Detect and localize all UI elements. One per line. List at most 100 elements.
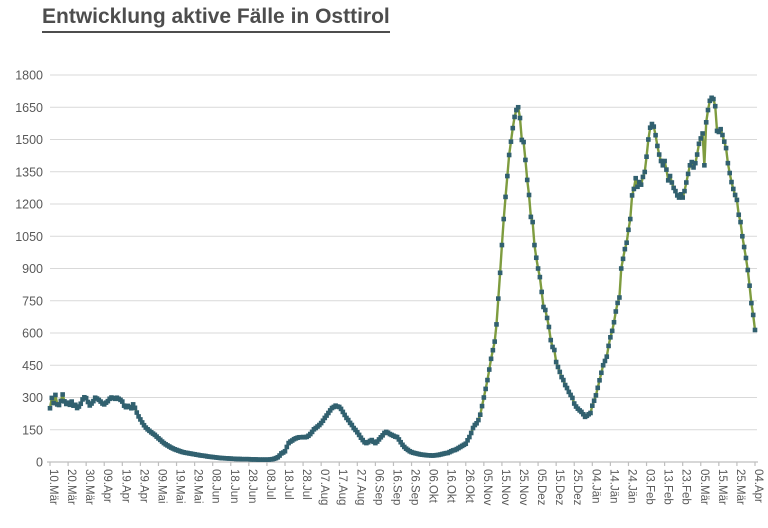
data-point-marker [729, 179, 734, 185]
x-tick-label: 26.Sep [409, 469, 421, 505]
x-tick-label: 08.Jun [210, 469, 222, 504]
data-point-marker [738, 219, 743, 225]
x-tick-label: 15.Dez [553, 469, 565, 506]
data-point-marker [526, 192, 532, 198]
data-point-marker [712, 103, 718, 109]
x-tick-label: 18.Jul [282, 469, 294, 500]
data-point-marker [703, 120, 709, 125]
x-tick-label: 18.Jun [228, 469, 240, 504]
data-point-marker [723, 145, 729, 151]
data-point-marker [474, 421, 479, 426]
x-tick-label: 07.Aug [318, 469, 330, 505]
data-point-marker [644, 154, 649, 159]
x-tick-label: 29.Apr [137, 469, 149, 503]
x-tick-label: 28.Jul [300, 469, 312, 500]
data-point-marker [716, 129, 722, 135]
y-tick-label: 600 [22, 327, 43, 341]
data-point-marker [749, 300, 754, 306]
data-point-marker [571, 401, 577, 406]
data-point-marker [67, 402, 73, 408]
data-point-marker [468, 430, 474, 436]
data-point-marker [691, 165, 696, 170]
data-point-marker [476, 417, 481, 423]
data-point-marker [651, 124, 657, 129]
data-point-marker [613, 309, 619, 314]
data-point-marker [680, 195, 685, 200]
x-tick-label: 17.Aug [336, 469, 348, 505]
data-point-marker [53, 392, 58, 398]
data-point-marker [606, 343, 611, 349]
x-axis-labels: 10.Mär 20.Mär 30.Mär 09.Apr 19.Apr 29.Apr 09.M… [47, 469, 764, 506]
data-point-marker [78, 401, 84, 407]
data-point-marker [561, 377, 566, 383]
data-point-marker [394, 434, 400, 440]
x-tick-label: 05.Dez [535, 469, 547, 506]
data-point-marker [626, 227, 631, 233]
data-point-marker [736, 212, 742, 218]
data-point-marker [557, 369, 563, 375]
data-point-marker [83, 395, 89, 401]
data-point-marker [700, 131, 705, 136]
x-tick-label: 06.Sep [372, 469, 384, 505]
data-point-marker [524, 177, 530, 183]
data-point-marker [693, 160, 698, 166]
data-point-marker [562, 382, 568, 388]
data-point-marker [566, 389, 572, 395]
data-point-marker [134, 410, 140, 415]
data-point-marker [642, 169, 648, 175]
x-tick-label: 04.Apr [752, 469, 764, 503]
data-point-marker [580, 411, 586, 417]
data-point-marker [120, 399, 125, 404]
data-point-marker [718, 126, 723, 132]
data-point-marker [647, 125, 653, 130]
y-tick-label: 150 [22, 423, 43, 437]
y-tick-label: 300 [22, 391, 43, 405]
data-point-marker [492, 339, 497, 344]
x-tick-label: 25.Nov [517, 469, 529, 506]
y-tick-label: 450 [22, 359, 43, 373]
data-point-marker [486, 367, 492, 372]
data-point-marker [356, 432, 362, 438]
data-point-marker [349, 422, 355, 428]
x-tick-label: 15.Mär [716, 469, 728, 505]
data-point-marker [543, 307, 548, 313]
data-point-marker [467, 434, 472, 440]
data-point-marker [501, 216, 507, 222]
data-point-marker [550, 344, 555, 350]
x-tick-label: 28.Jun [246, 469, 258, 504]
data-point-marker [47, 405, 53, 411]
data-point-marker [678, 192, 684, 197]
data-point-marker [322, 415, 328, 421]
data-point-marker [731, 186, 736, 192]
data-point-marker [56, 402, 62, 408]
data-point-marker [497, 270, 503, 276]
data-point-marker [132, 405, 138, 411]
data-point-marker [658, 158, 664, 164]
data-point-marker [734, 197, 740, 203]
data-point-marker [62, 399, 67, 404]
data-point-marker [510, 125, 516, 131]
data-point-marker [141, 422, 147, 428]
chart-title: Entwicklung aktive Fälle in Osttirol [42, 5, 390, 33]
x-tick-label: 09.Apr [101, 469, 113, 503]
data-point-marker [494, 322, 499, 327]
data-point-marker [76, 404, 82, 409]
y-axis-labels: 0 150 300 450 600 750 900 1050 1200 1350 1500 1650 1… [15, 69, 43, 470]
data-point-marker [579, 409, 584, 415]
data-point-marker [530, 219, 535, 225]
x-tick-label: 05.Mär [698, 469, 710, 505]
data-point-marker [689, 159, 695, 165]
data-point-marker [282, 448, 288, 454]
x-tick-label: 26.Okt [463, 469, 475, 504]
x-tick-label: 03.Feb [644, 469, 656, 505]
data-point-marker [532, 242, 537, 248]
data-point-marker [499, 242, 505, 248]
data-point-marker [747, 283, 752, 288]
data-point-marker [588, 410, 593, 416]
data-point-marker [477, 412, 483, 417]
data-point-marker [620, 256, 626, 262]
data-point-marker [725, 160, 731, 166]
data-point-marker [604, 354, 610, 359]
x-axis-ticks [49, 462, 756, 466]
